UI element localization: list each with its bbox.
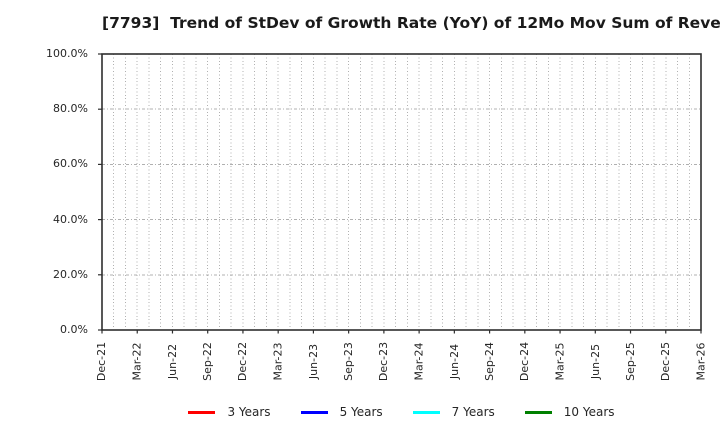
y-tick-label: 60.0% — [53, 157, 88, 171]
y-tick-label: 20.0% — [53, 267, 88, 281]
y-tick-label: 80.0% — [53, 102, 88, 116]
legend-label: 5 Years — [339, 405, 383, 419]
legend-label: 7 Years — [451, 405, 495, 419]
legend-label: 3 Years — [227, 405, 271, 419]
legend-line-swatch — [524, 410, 552, 414]
x-tick-label: Mar-26 — [694, 341, 708, 381]
legend-line-swatch — [300, 410, 328, 414]
legend-item-5-years: 5 Years — [300, 405, 383, 419]
legend-line-swatch — [188, 410, 216, 414]
legend-line-swatch — [412, 410, 440, 414]
y-axis-labels: 0.0% 20.0% 40.0% 60.0% 80.0% 100.0% — [0, 47, 88, 336]
legend-label: 10 Years — [563, 405, 615, 419]
y-tick-label: 100.0% — [46, 47, 88, 60]
chart-title: [7793] Trend of StDev of Growth Rate (Yo… — [102, 14, 720, 32]
y-tick-label: 0.0% — [60, 323, 88, 336]
legend-item-3-years: 3 Years — [188, 405, 271, 419]
legend-item-7-years: 7 Years — [412, 405, 495, 419]
y-tick-label: 40.0% — [53, 212, 88, 226]
plot-area — [98, 53, 702, 334]
legend: 3 Years 5 Years 7 Years 10 Years — [102, 400, 701, 424]
legend-item-10-years: 10 Years — [524, 405, 615, 419]
